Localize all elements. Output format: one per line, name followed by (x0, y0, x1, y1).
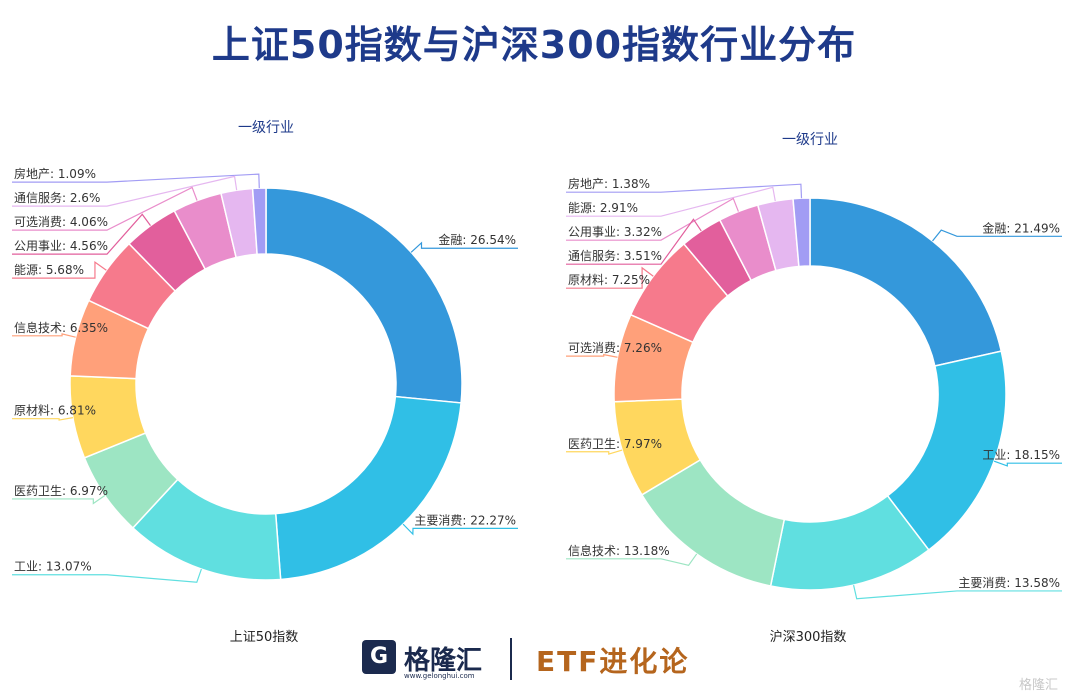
slice-label: 金融: 21.49% (982, 220, 1060, 235)
slice-label: 通信服务: 3.51% (568, 248, 662, 263)
slice-label: 工业: 13.07% (14, 560, 92, 574)
leader-line (993, 460, 1062, 467)
leader-line (566, 197, 739, 241)
slice-label: 主要消费: 13.58% (958, 576, 1060, 590)
chart-title: 一级行业 (238, 120, 294, 136)
slice-label: 工业: 18.15% (982, 448, 1060, 462)
slice-label: 公用事业: 4.56% (14, 239, 108, 253)
leader-line (566, 449, 623, 455)
leader-line (566, 186, 776, 217)
leader-line (12, 213, 151, 255)
slice-label: 公用事业: 3.32% (568, 225, 662, 239)
leader-line (12, 261, 107, 279)
gelonghui-logo-icon: G (362, 640, 396, 674)
chart-title: 一级行业 (782, 132, 838, 148)
slice-label: 能源: 5.68% (14, 263, 84, 277)
partner-brand: ETF进化论 (536, 645, 690, 678)
leader-line (566, 218, 702, 265)
leader-line (12, 173, 260, 189)
slice-label: 原材料: 6.81% (14, 404, 96, 418)
slice-2 (274, 395, 462, 581)
slice-label: 原材料: 7.25% (568, 273, 650, 287)
leader-line (566, 353, 618, 358)
slice-label: 金融: 26.54% (438, 232, 516, 247)
slice-label: 房地产: 1.38% (568, 176, 650, 191)
sse50-index-label: 上证50指数 (229, 630, 299, 645)
csi300-index-label: 沪深300指数 (769, 630, 847, 645)
panel-sse50: 一级行业金融: 26.54% 主要消费: 22.27% 房地产: 1.09% 通信服务… (4, 106, 524, 645)
leader-line (12, 417, 74, 421)
slice-label: 房地产: 1.09% (14, 166, 96, 181)
panel-csi300: 一级行业金融: 21.49% 工业: 18.15% 主要消费: 13.58% 房地产:… (548, 112, 1068, 645)
footer-logo: G 格隆汇 www.gelonghui.com ETF进化论 (360, 636, 720, 686)
leader-line (853, 584, 1062, 600)
leader-line (566, 553, 698, 567)
leader-line (566, 183, 803, 199)
slice-1 (265, 187, 463, 404)
leader-line (410, 241, 518, 253)
slice-1 (809, 197, 1003, 367)
slice-label: 信息技术: 13.18% (568, 543, 670, 558)
brand-url: www.gelonghui.com (404, 672, 475, 680)
leader-line (12, 495, 106, 505)
leader-line (12, 568, 202, 583)
leader-line (402, 523, 518, 536)
slice-label: 医药卫生: 7.97% (568, 437, 662, 451)
leader-line (12, 175, 238, 207)
watermark: 格隆汇 (1018, 678, 1058, 693)
leader-line (12, 186, 198, 231)
slice-label: 通信服务: 2.6% (14, 190, 100, 205)
page-title: 上证50指数与沪深300指数行业分布 (211, 23, 857, 67)
leader-line (12, 333, 76, 338)
slice-label: 信息技术: 6.35% (14, 320, 108, 335)
leader-line (932, 229, 1062, 242)
slice-label: 主要消费: 22.27% (414, 513, 516, 527)
brand-name: 格隆汇 (404, 646, 483, 676)
slice-label: 医药卫生: 6.97% (14, 484, 108, 498)
slice-11 (251, 187, 267, 256)
slice-11 (792, 197, 811, 268)
slice-label: 可选消费: 7.26% (568, 341, 662, 355)
logo-divider (510, 638, 512, 680)
slice-label: 可选消费: 4.06% (14, 215, 108, 229)
slice-label: 能源: 2.91% (568, 201, 638, 215)
leader-line (566, 266, 654, 289)
